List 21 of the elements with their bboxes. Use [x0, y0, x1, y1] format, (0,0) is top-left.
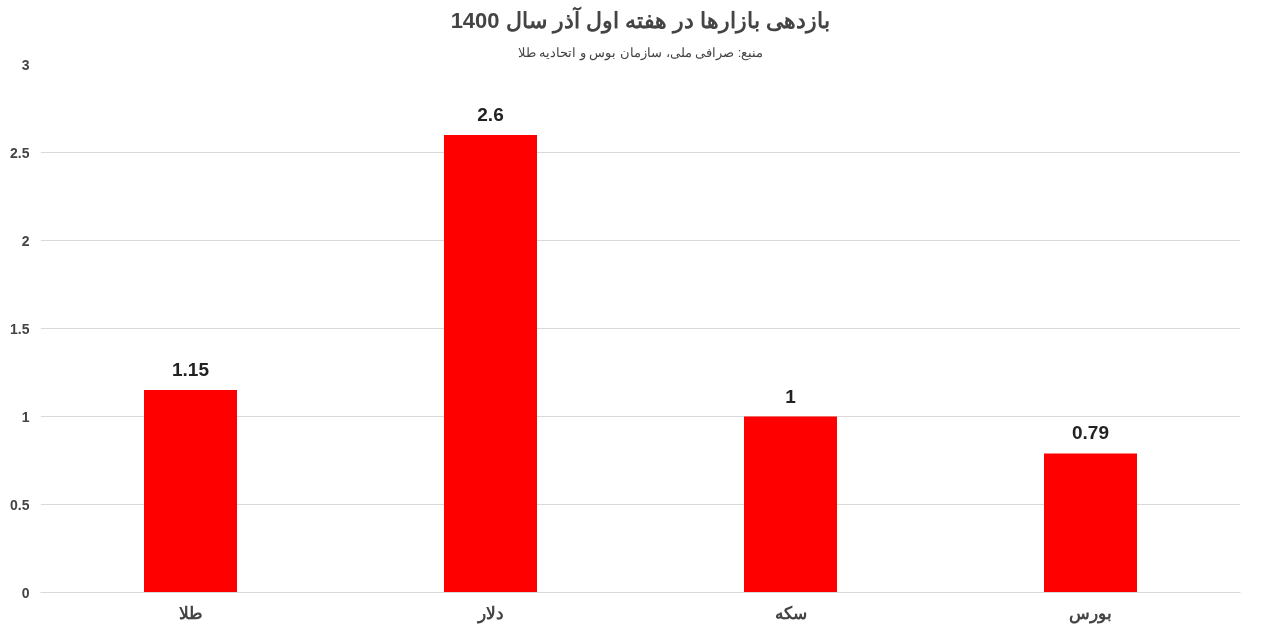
y-tick-label: 2: [21, 232, 30, 249]
bar: [744, 416, 837, 593]
bar: [144, 390, 237, 593]
x-tick-label: دلار: [475, 603, 504, 624]
bar: [444, 134, 537, 593]
y-tick-label: 1: [21, 408, 30, 425]
data-label: 2.6: [477, 103, 504, 125]
y-tick-label: 1.5: [10, 320, 30, 337]
x-tick-label: طلا: [178, 603, 203, 623]
x-tick-label: سکه: [774, 603, 807, 623]
data-label: 0.79: [1072, 422, 1109, 444]
y-tick-label: 2.5: [10, 144, 30, 161]
bar: [1044, 453, 1137, 593]
y-tick-label: 0.5: [10, 496, 30, 513]
text: منبع: صرافی ملی، سازمان بوس و اتحادیه طلا: [517, 44, 764, 61]
data-label: 1.15: [172, 359, 210, 381]
x-tick-label: بورس: [1069, 603, 1112, 624]
chart-title: بازدهی بازارها در هفته اول آذر سال 1400: [450, 5, 831, 34]
y-tick-label: 3: [21, 56, 30, 73]
data-label: 1: [785, 385, 797, 407]
y-tick-label: 0: [21, 584, 30, 601]
